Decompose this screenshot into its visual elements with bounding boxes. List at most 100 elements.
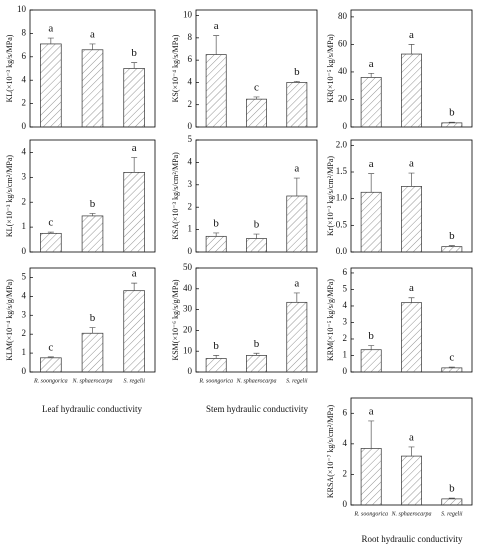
y-tick-label: 0 <box>22 121 27 131</box>
bar <box>81 332 104 373</box>
y-tick-label: 80 <box>338 11 348 21</box>
y-tick-label: 0 <box>343 366 348 376</box>
error-bar <box>448 497 455 499</box>
significance-letter: b <box>368 330 374 342</box>
group-label: Leaf hydraulic conductivity <box>42 404 142 414</box>
error-bar <box>448 366 455 368</box>
y-tick-label: 2 <box>22 196 27 206</box>
y-tick-label: 1 <box>343 350 348 360</box>
bar <box>286 82 308 128</box>
significance-letter: c <box>48 341 53 353</box>
bar <box>246 98 267 128</box>
significance-letter: a <box>409 282 414 294</box>
bar <box>286 195 308 253</box>
error-bar <box>368 72 375 78</box>
error-bar <box>253 96 260 100</box>
significance-letter: b <box>90 312 96 324</box>
error-bar <box>47 37 54 44</box>
y-tick-label: 1 <box>22 221 27 231</box>
y-tick-label: 6 <box>343 267 348 277</box>
bar <box>246 355 267 373</box>
bar <box>205 54 227 128</box>
y-tick-label: 40 <box>183 283 193 293</box>
error-bar <box>448 121 455 123</box>
y-axis-label: Kr(×10⁻² kg/s/cm²/MPa) <box>326 156 335 236</box>
y-axis-label: KRSA(×10⁻⁷ kg/s/cm²/MPa) <box>326 405 335 499</box>
y-axis-label: KL(×10⁻³ kg/s/cm²/MPa) <box>5 155 14 238</box>
group-label: Root hydraulic conductivity <box>362 534 463 544</box>
error-bar <box>448 245 455 247</box>
y-tick-label: 20 <box>338 94 348 104</box>
y-tick-label: 6 <box>188 54 193 64</box>
y-tick-label: 0 <box>22 366 27 376</box>
x-tick-label: S. regelii <box>123 378 145 384</box>
bar <box>286 301 308 373</box>
bar <box>360 77 382 128</box>
error-bar <box>408 446 415 457</box>
y-tick-label: 0 <box>188 246 193 256</box>
significance-letter: b <box>449 107 455 119</box>
error-bar <box>253 233 260 239</box>
y-tick-label: 2 <box>22 328 27 338</box>
bar <box>40 232 62 253</box>
y-tick-label: 4 <box>188 156 193 166</box>
y-tick-label: 2 <box>188 99 193 109</box>
significance-letter: a <box>409 431 414 443</box>
x-tick-label: R. soongorica <box>33 378 68 384</box>
significance-letter: a <box>294 277 299 289</box>
significance-letter: a <box>214 20 219 32</box>
y-tick-label: 6 <box>343 407 348 417</box>
error-bar <box>368 173 375 193</box>
bar <box>81 215 104 253</box>
y-tick-label: 4 <box>343 438 348 448</box>
y-tick-label: 5 <box>343 284 348 294</box>
y-tick-label: 2 <box>188 201 193 211</box>
y-tick-label: 0 <box>343 121 348 131</box>
y-tick-label: 4 <box>343 300 348 310</box>
bar <box>401 53 422 128</box>
bar <box>246 238 267 253</box>
significance-letter: a <box>369 58 374 70</box>
y-tick-label: 1 <box>188 224 193 234</box>
y-tick-label: 4 <box>22 290 27 300</box>
y-axis-label: KR(×10⁻⁵ kg/s/MPa) <box>326 34 335 103</box>
significance-letter: b <box>449 230 455 242</box>
error-bar <box>47 231 54 234</box>
y-tick-label: 2 <box>343 333 348 343</box>
bar <box>123 172 145 253</box>
y-tick-label: 5 <box>188 134 193 144</box>
error-bar <box>408 172 415 187</box>
y-tick-label: 4 <box>22 147 27 157</box>
significance-letter: b <box>294 66 300 78</box>
y-tick-label: 10 <box>17 4 27 14</box>
significance-letter: b <box>213 217 219 229</box>
error-bar <box>253 352 260 356</box>
error-bar <box>131 157 138 173</box>
significance-letter: a <box>369 158 374 170</box>
bar <box>205 235 227 253</box>
error-bar <box>89 43 96 50</box>
y-tick-label: 3 <box>22 171 27 181</box>
significance-letter: a <box>90 28 95 40</box>
x-tick-label: R. soongorica <box>198 378 233 384</box>
bar <box>401 186 422 253</box>
x-tick-label: N. sphaerocarpa <box>71 378 112 384</box>
y-tick-label: 4 <box>22 74 27 84</box>
x-tick-label: R. soongorica <box>353 511 388 517</box>
bar <box>360 349 382 373</box>
significance-letter: c <box>48 217 53 229</box>
y-tick-label: 30 <box>183 304 193 314</box>
error-bar <box>293 292 300 303</box>
significance-letter: a <box>294 163 299 175</box>
y-tick-label: 3 <box>22 309 27 319</box>
y-tick-label: 2.0 <box>336 139 348 149</box>
y-tick-label: 50 <box>183 262 193 272</box>
y-axis-label: KSA(×10⁻³ kg/s/cm²/MPa) <box>171 152 180 240</box>
error-bar <box>213 232 220 237</box>
bar <box>441 498 463 506</box>
y-tick-label: 1.5 <box>336 166 348 176</box>
error-bar <box>213 35 220 55</box>
bar <box>441 246 463 253</box>
group-label: Stem hydraulic conductivity <box>206 404 308 414</box>
bar <box>401 302 422 373</box>
